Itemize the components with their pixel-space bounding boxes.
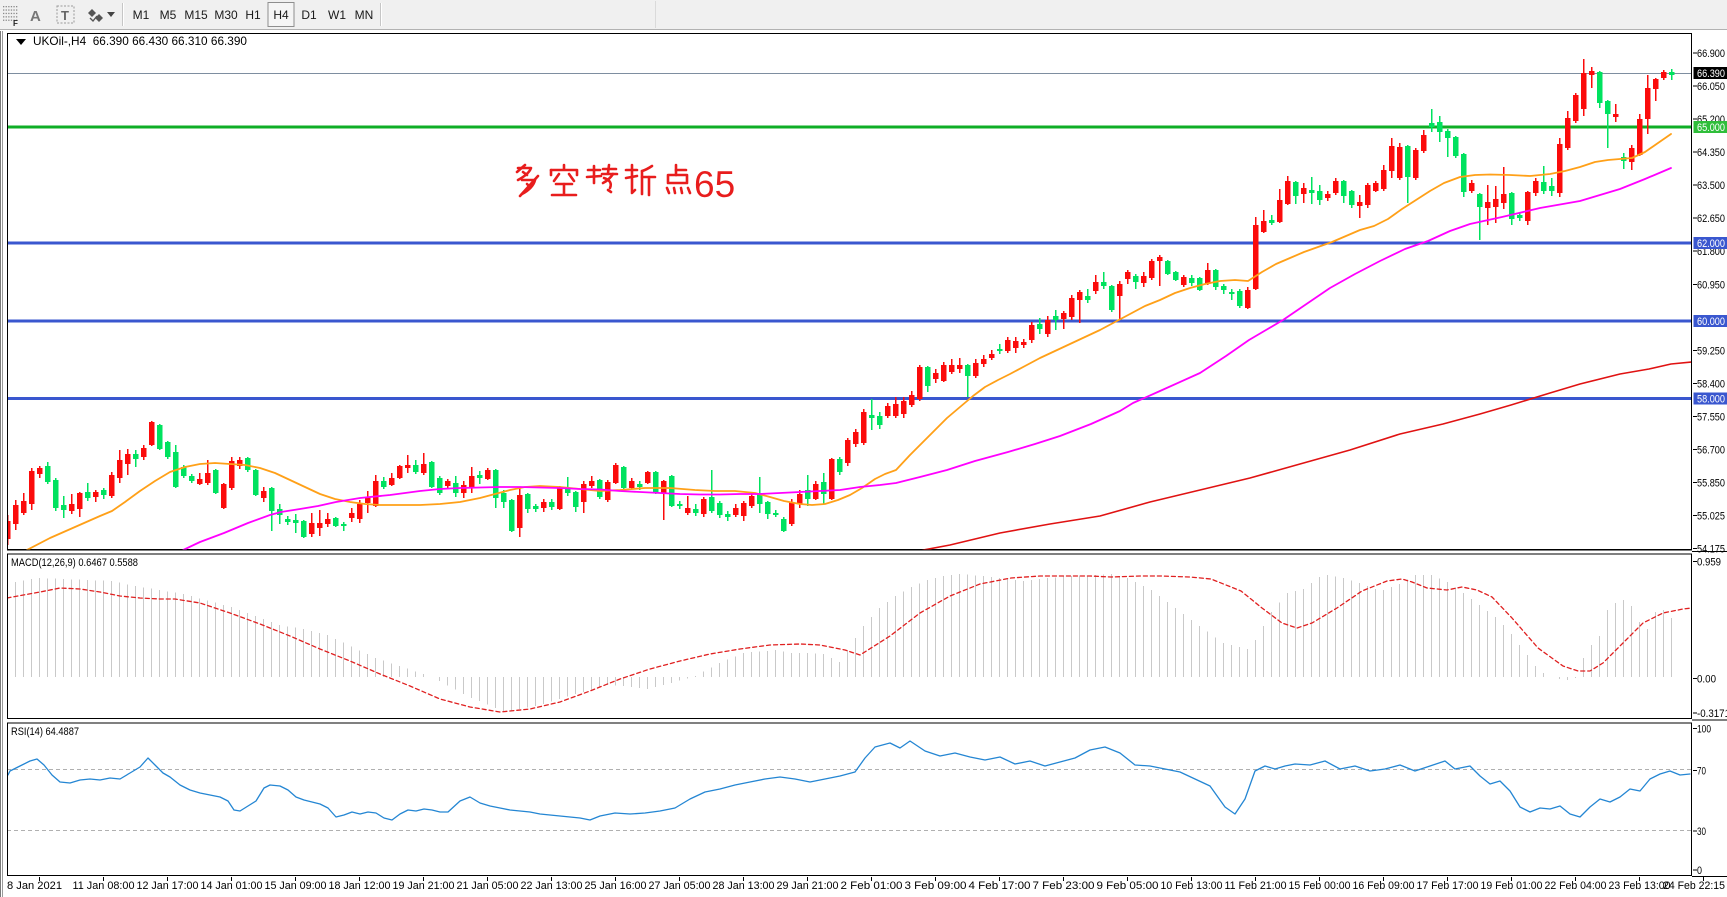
svg-text:8 Jan 2021: 8 Jan 2021 (7, 880, 62, 892)
svg-text:11 Feb 21:00: 11 Feb 21:00 (1225, 880, 1287, 892)
svg-text:28 Jan 13:00: 28 Jan 13:00 (713, 880, 775, 892)
svg-text:UKOil-,H4 66.390 66.430 66.31: UKOil-,H4 66.390 66.430 66.310 66.390 (33, 34, 247, 48)
svg-text:65.000: 65.000 (1697, 122, 1725, 134)
svg-text:H1: H1 (245, 8, 261, 22)
svg-text:59.250: 59.250 (1697, 345, 1725, 357)
svg-text:T: T (61, 8, 69, 23)
svg-text:15 Jan 09:00: 15 Jan 09:00 (265, 880, 327, 892)
svg-text:7 Feb 23:00: 7 Feb 23:00 (1033, 880, 1095, 892)
svg-text:M5: M5 (160, 8, 177, 22)
svg-text:14 Jan 01:00: 14 Jan 01:00 (201, 880, 263, 892)
svg-text:D1: D1 (301, 8, 317, 22)
svg-text:W1: W1 (328, 8, 346, 22)
svg-text:58.000: 58.000 (1697, 394, 1725, 406)
svg-text:56.700: 56.700 (1697, 444, 1725, 456)
svg-text:66.900: 66.900 (1697, 48, 1725, 60)
svg-text:62.000: 62.000 (1697, 238, 1725, 250)
svg-text:-0.3171: -0.3171 (1697, 708, 1727, 720)
svg-text:70: 70 (1697, 766, 1706, 778)
svg-text:A: A (30, 8, 41, 25)
svg-text:M30: M30 (214, 8, 238, 22)
svg-text:60.950: 60.950 (1697, 279, 1725, 291)
svg-text:27 Jan 05:00: 27 Jan 05:00 (649, 880, 711, 892)
svg-text:10 Feb 13:00: 10 Feb 13:00 (1161, 880, 1223, 892)
svg-text:0: 0 (1697, 865, 1702, 877)
svg-text:MN: MN (355, 8, 374, 22)
svg-text:F: F (13, 19, 18, 28)
svg-text:2 Feb 01:00: 2 Feb 01:00 (841, 880, 903, 892)
svg-text:22 Feb 04:00: 22 Feb 04:00 (1545, 880, 1607, 892)
svg-text:63.500: 63.500 (1697, 180, 1725, 192)
svg-text:11 Jan 08:00: 11 Jan 08:00 (73, 880, 135, 892)
svg-text:15 Feb 00:00: 15 Feb 00:00 (1289, 880, 1351, 892)
svg-text:62.650: 62.650 (1697, 213, 1725, 225)
svg-text:60.000: 60.000 (1697, 316, 1725, 328)
svg-text:57.550: 57.550 (1697, 411, 1725, 423)
svg-text:30: 30 (1697, 826, 1706, 838)
svg-text:25 Jan 16:00: 25 Jan 16:00 (585, 880, 647, 892)
svg-text:18 Jan 12:00: 18 Jan 12:00 (329, 880, 391, 892)
svg-text:RSI(14) 64.4887: RSI(14) 64.4887 (11, 726, 79, 738)
svg-text:19 Feb 01:00: 19 Feb 01:00 (1481, 880, 1543, 892)
svg-text:M1: M1 (133, 8, 150, 22)
svg-text:17 Feb 17:00: 17 Feb 17:00 (1417, 880, 1479, 892)
svg-text:58.400: 58.400 (1697, 378, 1725, 390)
svg-text:55.850: 55.850 (1697, 477, 1725, 489)
svg-text:M15: M15 (184, 8, 208, 22)
svg-text:65: 65 (694, 164, 735, 205)
svg-text:19 Jan 21:00: 19 Jan 21:00 (393, 880, 455, 892)
svg-text:100: 100 (1697, 724, 1711, 736)
svg-text:66.390: 66.390 (1697, 68, 1725, 80)
svg-text:64.350: 64.350 (1697, 147, 1725, 159)
svg-text:0.959: 0.959 (1697, 557, 1721, 569)
svg-text:3 Feb 09:00: 3 Feb 09:00 (905, 880, 967, 892)
svg-text:61.800: 61.800 (1697, 246, 1725, 258)
svg-text:9 Feb 05:00: 9 Feb 05:00 (1097, 880, 1159, 892)
svg-text:16 Feb 09:00: 16 Feb 09:00 (1353, 880, 1415, 892)
svg-text:66.050: 66.050 (1697, 81, 1725, 93)
svg-text:29 Jan 21:00: 29 Jan 21:00 (777, 880, 839, 892)
svg-text:0.00: 0.00 (1697, 673, 1716, 685)
svg-text:MACD(12,26,9) 0.6467 0.5588: MACD(12,26,9) 0.6467 0.5588 (11, 557, 138, 569)
svg-text:23 Feb 13:00: 23 Feb 13:00 (1609, 880, 1671, 892)
svg-text:54.175: 54.175 (1697, 544, 1725, 556)
svg-text:22 Jan 13:00: 22 Jan 13:00 (521, 880, 583, 892)
svg-text:55.025: 55.025 (1697, 511, 1725, 523)
svg-text:21 Jan 05:00: 21 Jan 05:00 (457, 880, 519, 892)
svg-text:H4: H4 (273, 8, 289, 22)
svg-text:24 Feb 22:15: 24 Feb 22:15 (1663, 880, 1725, 892)
svg-text:4 Feb 17:00: 4 Feb 17:00 (969, 880, 1031, 892)
svg-text:12 Jan 17:00: 12 Jan 17:00 (137, 880, 199, 892)
